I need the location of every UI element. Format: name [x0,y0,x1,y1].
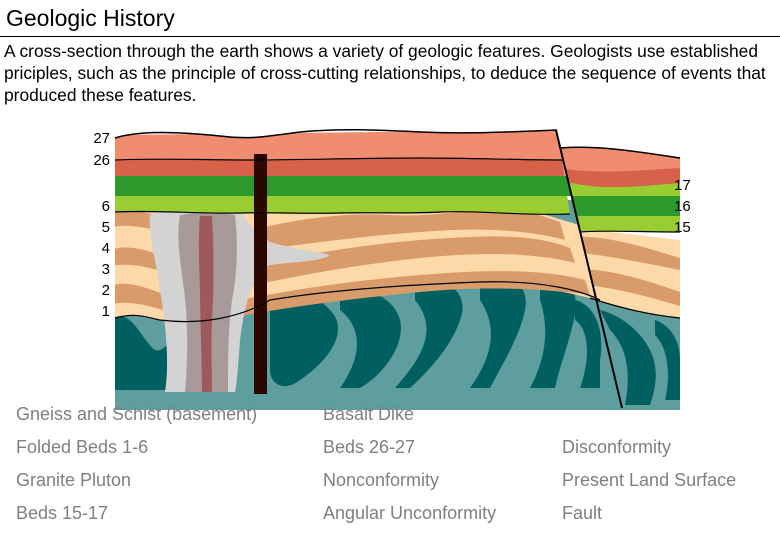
choice-nonconformity[interactable]: Nonconformity [323,470,440,490]
right-bed-labels: 17 16 15 [674,177,691,236]
bed-label-26: 26 [93,152,110,169]
title-divider [0,36,780,37]
choice-beds-15-17[interactable]: Beds 15-17 [16,503,109,523]
granite-pluton [149,209,330,392]
left-block [115,130,622,410]
left-bed-labels: 27 26 6 5 4 3 2 1 [93,130,110,320]
choice-basalt-dike[interactable]: Basalt Dike [323,404,415,424]
present-land-surface [114,128,558,139]
answer-choices: Gneiss and Schist (basement) Basalt Dike F… [0,398,780,538]
choice-angular-unconformity[interactable]: Angular Unconformity [323,503,497,523]
bed-label-27: 27 [93,130,110,147]
horizontal-beds [115,130,575,215]
bed-label-1: 1 [102,303,110,320]
choice-granite-pluton[interactable]: Granite Pluton [16,470,132,490]
fault-line [555,129,623,409]
choice-disconformity[interactable]: Disconformity [562,437,672,457]
bed-label-2: 2 [102,282,110,299]
surface-line-right [559,146,681,159]
bed-label-6: 6 [102,198,110,215]
bed-label-5: 5 [102,219,110,236]
bed-label-17: 17 [674,177,691,194]
choice-gneiss-and-schist-basement[interactable]: Gneiss and Schist (basement) [16,404,258,424]
choice-folded-beds-1-6[interactable]: Folded Beds 1-6 [16,437,149,457]
bed-label-3: 3 [102,261,110,278]
choice-fault[interactable]: Fault [562,503,603,523]
intro-paragraph: A cross-section through the earth shows … [4,41,766,105]
bed-label-16: 16 [674,198,691,215]
basalt-dike [254,154,267,394]
cross-section-diagram: 27 26 6 5 4 3 2 1 17 16 15 [93,128,691,410]
basement-foliation [115,269,602,390]
choice-present-land-surface[interactable]: Present Land Surface [562,470,737,490]
page-title: Geologic History [6,5,175,31]
bed-label-15: 15 [674,219,691,236]
bed-label-4: 4 [102,240,110,257]
choice-beds-26-27[interactable]: Beds 26-27 [323,437,416,457]
